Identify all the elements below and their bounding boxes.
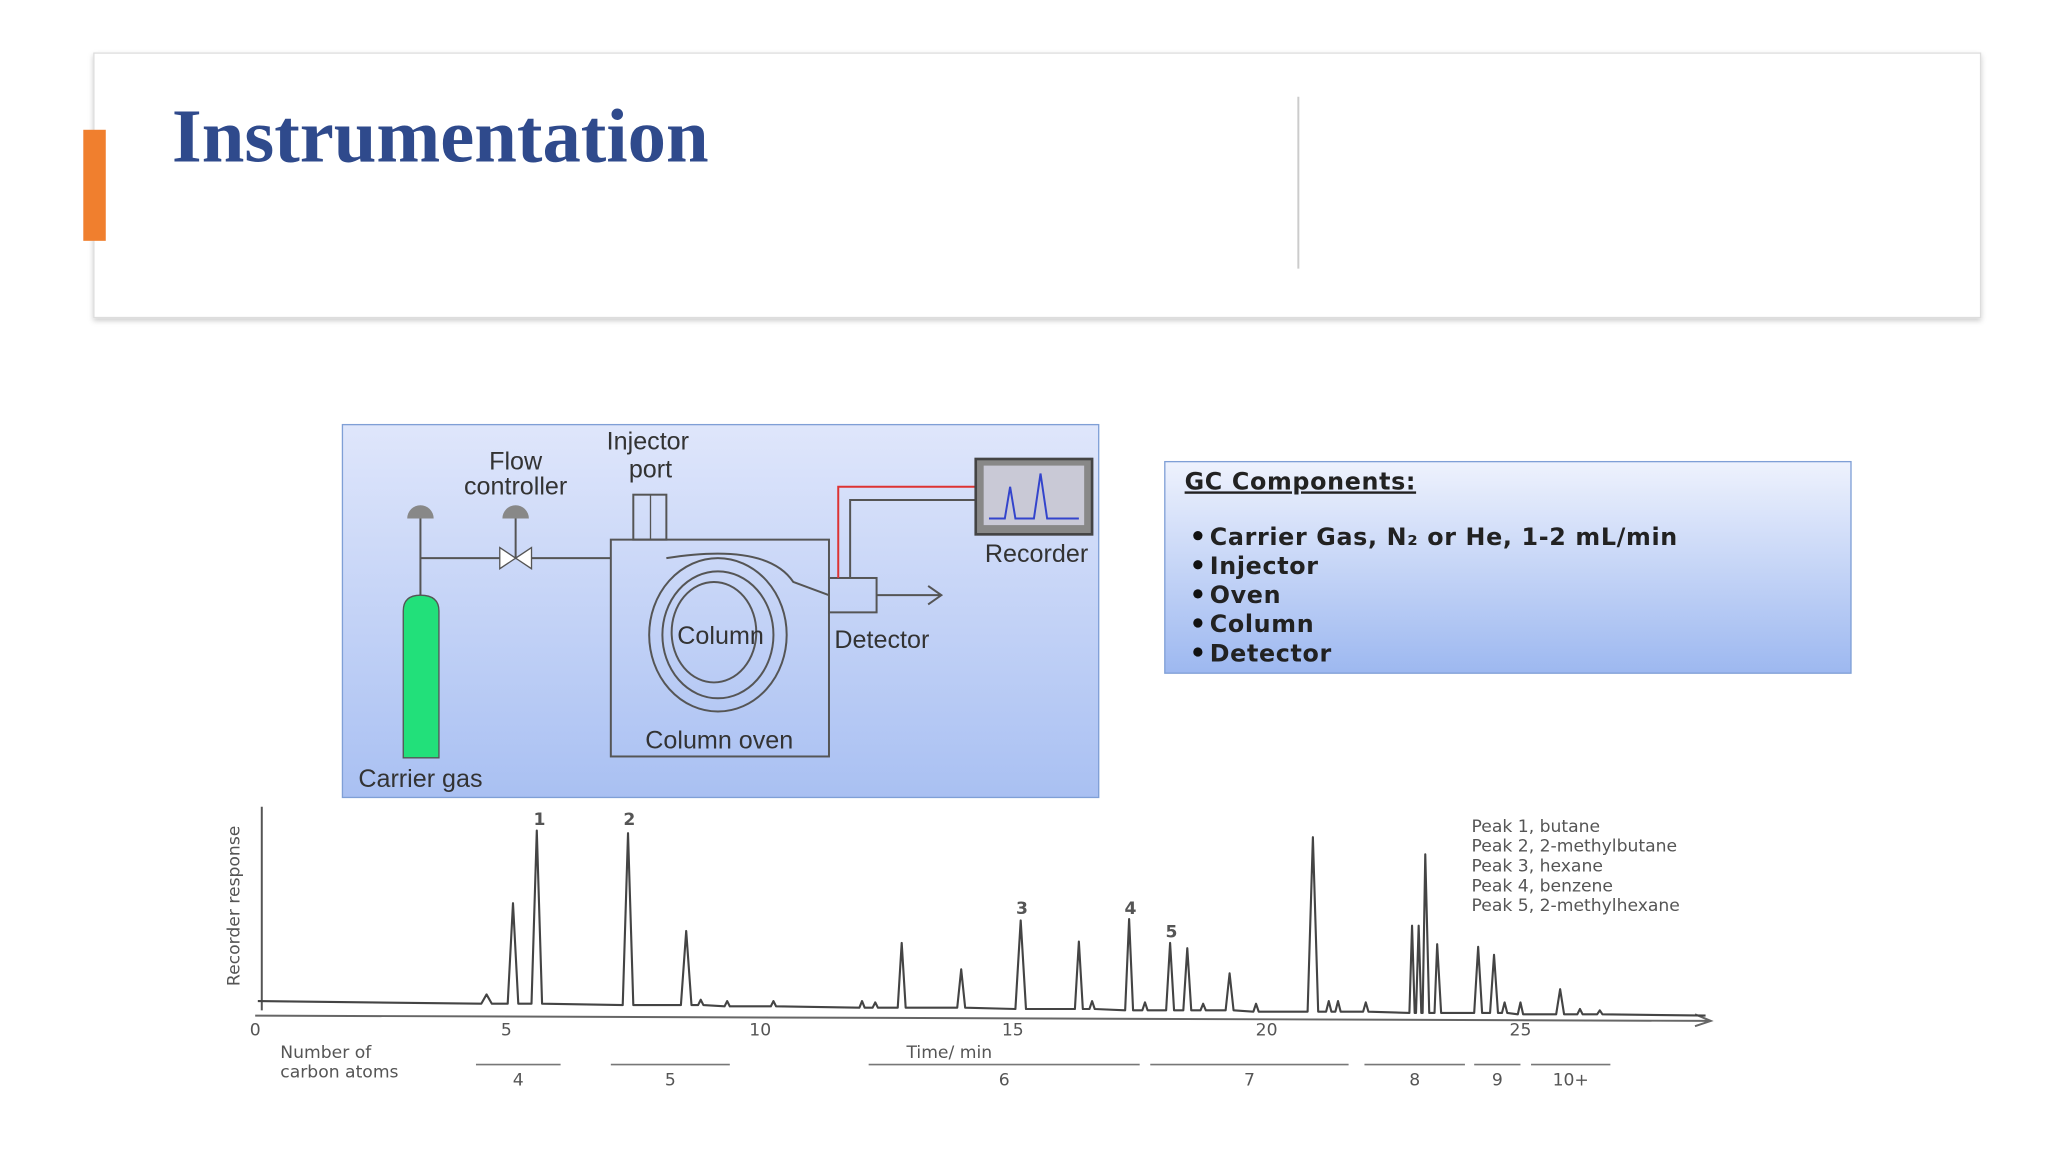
component-item: Injector bbox=[1210, 552, 1319, 580]
x-tick-label: 10 bbox=[749, 1020, 771, 1040]
carbon-group: 6 bbox=[999, 1071, 1010, 1091]
y-label: Recorder response bbox=[224, 826, 244, 986]
component-item: Carrier Gas, N₂ or He, 1-2 mL/min bbox=[1210, 523, 1678, 551]
label-carrier-gas: Carrier gas bbox=[358, 765, 482, 793]
carbon-label: carbon atoms bbox=[280, 1063, 398, 1083]
label-flow: Flow bbox=[489, 448, 543, 476]
chromatogram: Recorder response Time/ min Number of ca… bbox=[224, 806, 1714, 1091]
carbon-group: 4 bbox=[513, 1071, 524, 1091]
x-label: Time/ min bbox=[905, 1043, 992, 1063]
peak-label: 5 bbox=[1165, 923, 1177, 943]
gauges bbox=[407, 505, 529, 519]
peak-label: 1 bbox=[533, 810, 545, 830]
header-card bbox=[93, 52, 1982, 319]
label-column: Column bbox=[677, 622, 764, 650]
signal-wire bbox=[837, 485, 976, 578]
components-panel bbox=[1164, 460, 1852, 674]
legend-entry: Peak 2, 2-methylbutane bbox=[1472, 837, 1678, 857]
legend-entry: Peak 4, benzene bbox=[1472, 876, 1613, 896]
title: Instrumentation bbox=[172, 94, 709, 179]
peak-label: 2 bbox=[623, 810, 635, 830]
legend-entry: Peak 5, 2-methylhexane bbox=[1472, 896, 1680, 916]
x-tick-label: 5 bbox=[501, 1020, 512, 1040]
component-item: Oven bbox=[1210, 581, 1281, 609]
carbon-group: 9 bbox=[1492, 1071, 1503, 1091]
accent-bar bbox=[83, 129, 106, 241]
gas-cylinder bbox=[402, 594, 440, 759]
label-oven: Column oven bbox=[645, 727, 793, 755]
label-detector: Detector bbox=[834, 626, 929, 654]
carbon-group: 10+ bbox=[1553, 1071, 1589, 1091]
peak-label: 4 bbox=[1124, 899, 1136, 919]
bullet bbox=[1193, 589, 1203, 599]
label-controller: controller bbox=[464, 473, 567, 501]
component-item: Detector bbox=[1210, 639, 1332, 667]
carbon-label: Number of bbox=[280, 1043, 372, 1063]
x-tick-label: 0 bbox=[250, 1020, 261, 1040]
trace bbox=[257, 829, 1706, 1017]
recorder-trace bbox=[988, 473, 1079, 520]
legend-entry: Peak 1, butane bbox=[1472, 817, 1601, 837]
column-coil bbox=[670, 580, 758, 684]
label-recorder: Recorder bbox=[985, 540, 1088, 568]
bullet bbox=[1193, 531, 1203, 541]
column-outlet bbox=[666, 552, 830, 597]
legend-entry: Peak 3, hexane bbox=[1472, 856, 1603, 876]
label-port: port bbox=[629, 456, 672, 484]
x-tick-label: 25 bbox=[1510, 1020, 1532, 1040]
bullet bbox=[1193, 560, 1203, 570]
carbon-group: 5 bbox=[665, 1071, 676, 1091]
carbon-group: 8 bbox=[1409, 1071, 1420, 1091]
exhaust-arrow bbox=[876, 585, 944, 606]
gc-diagram: Flow controller Injector port Recorder C… bbox=[341, 423, 1100, 799]
component-item: Column bbox=[1210, 610, 1315, 638]
x-tick-label: 20 bbox=[1256, 1020, 1278, 1040]
components-title: GC Components: bbox=[1185, 467, 1416, 495]
peak-label: 3 bbox=[1016, 899, 1028, 919]
bullet bbox=[1193, 647, 1203, 657]
x-tick-label: 15 bbox=[1002, 1020, 1024, 1040]
column-coil bbox=[648, 557, 788, 713]
column-coil bbox=[661, 570, 775, 700]
carbon-group: 7 bbox=[1244, 1071, 1255, 1091]
signal-wire bbox=[849, 498, 976, 578]
components: GC Components: Carrier Gas, N₂ or He, 1-… bbox=[1164, 460, 1852, 674]
x-axis bbox=[255, 1013, 1714, 1028]
oven bbox=[609, 538, 830, 758]
label-injector: Injector bbox=[607, 428, 689, 456]
bullet bbox=[1193, 618, 1203, 628]
valve bbox=[499, 546, 533, 570]
